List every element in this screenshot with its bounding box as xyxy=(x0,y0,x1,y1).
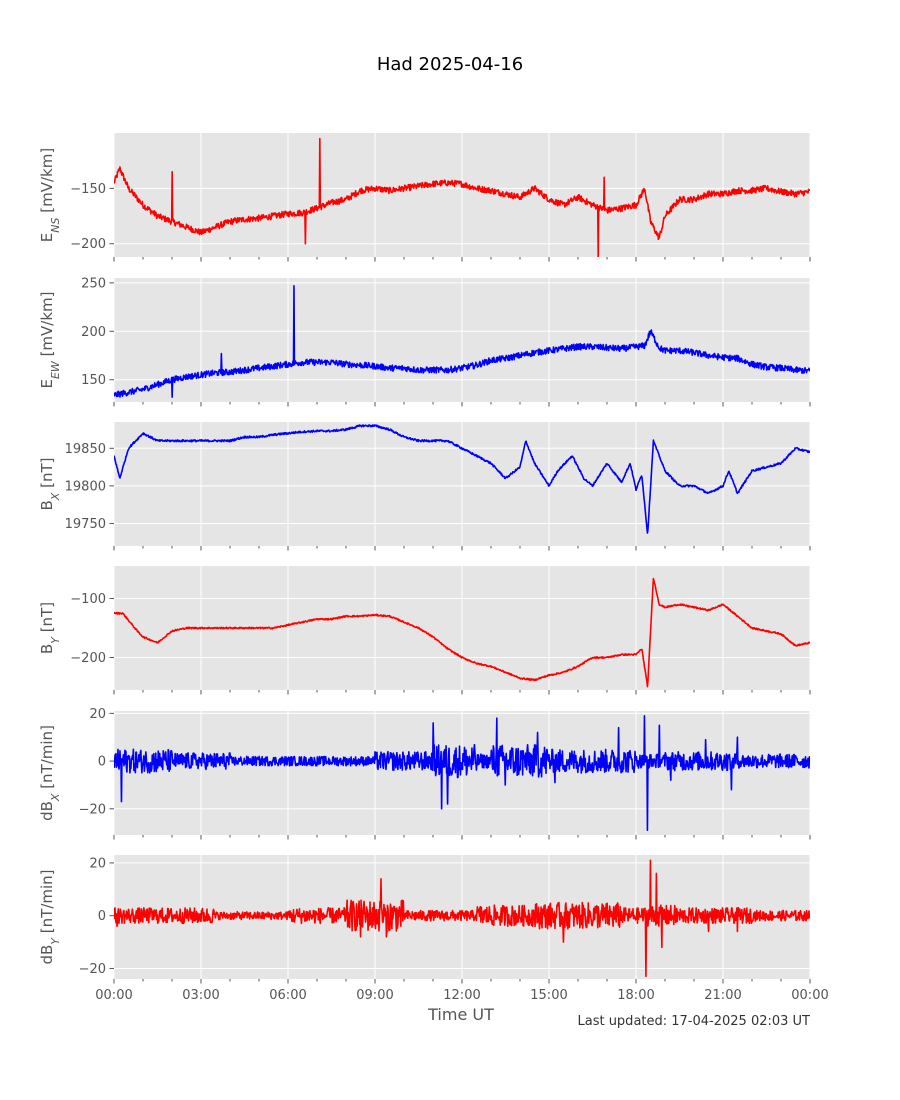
x-tick-label: 12:00 xyxy=(443,988,480,1003)
y-label-subscript: NS xyxy=(49,217,62,232)
panel-5: −20 0 20 dBX [nT/min] xyxy=(38,707,811,840)
panel-2: 150 200 250 EEW [mV/km] xyxy=(38,276,811,407)
y-axis-label: dBY [nT/min] xyxy=(38,869,62,964)
y-axis-label: BX [nT] xyxy=(38,458,62,511)
series-line xyxy=(114,137,810,257)
y-tick-label: −150 xyxy=(70,182,106,197)
x-axis-label: Time UT xyxy=(427,1005,494,1024)
y-label-unit: [mV/km] xyxy=(38,148,56,218)
y-label-unit: [nT/min] xyxy=(38,725,56,793)
panel-4: −200 −100 BY [nT] xyxy=(38,566,811,695)
y-label-subscript: X xyxy=(49,793,62,802)
y-tick-label: 250 xyxy=(81,276,106,291)
y-axis-label: BY [nT] xyxy=(38,602,62,654)
x-tick-label: 15:00 xyxy=(530,988,567,1003)
y-label-unit: [nT] xyxy=(38,602,56,637)
y-label-subscript: X xyxy=(49,492,62,501)
y-label-subscript: EW xyxy=(49,360,62,379)
panel-1: −200 −150 ENS [mV/km] xyxy=(38,133,811,262)
y-tick-label: −100 xyxy=(70,592,106,607)
y-tick-label: −20 xyxy=(79,802,106,817)
y-label-subscript: Y xyxy=(49,636,62,644)
y-axis-label: dBX [nT/min] xyxy=(38,725,62,821)
x-tick-label: 00:00 xyxy=(791,988,828,1003)
y-tick-label: 200 xyxy=(81,325,106,340)
y-label-main: B xyxy=(38,644,56,654)
y-label-unit: [nT] xyxy=(38,458,56,493)
y-label-main: dB xyxy=(38,945,56,965)
series-line xyxy=(114,577,810,688)
y-label-main: B xyxy=(38,500,56,510)
y-label-subscript: Y xyxy=(49,937,62,945)
y-label-main: dB xyxy=(38,801,56,821)
y-label-unit: [nT/min] xyxy=(38,869,56,937)
y-tick-label: 0 xyxy=(98,755,106,770)
x-tick-label: 03:00 xyxy=(182,988,219,1003)
y-tick-label: −200 xyxy=(70,651,106,666)
y-tick-label: 20 xyxy=(89,707,106,722)
series-line xyxy=(114,859,810,978)
y-tick-label: 150 xyxy=(81,373,106,388)
y-axis-label: ENS [mV/km] xyxy=(38,148,62,242)
y-label-unit: [mV/km] xyxy=(38,291,56,361)
y-label-main: E xyxy=(38,233,56,242)
x-tick-label: 06:00 xyxy=(269,988,306,1003)
x-tick-label: 00:00 xyxy=(95,988,132,1003)
y-label-main: E xyxy=(38,379,56,388)
panel-6: 00:00 03:00 06:00 09:00 12:00 15:00 18:00 21:00… xyxy=(38,855,829,1003)
y-tick-label: 19850 xyxy=(65,442,106,457)
y-tick-label: 19800 xyxy=(65,479,106,494)
series-line xyxy=(114,424,810,534)
x-tick-label: 21:00 xyxy=(704,988,741,1003)
y-tick-label: 0 xyxy=(98,909,106,924)
y-tick-label: 20 xyxy=(89,856,106,871)
series-line xyxy=(114,714,810,832)
x-tick-label: 18:00 xyxy=(617,988,654,1003)
y-tick-label: −200 xyxy=(70,237,106,252)
y-tick-label: −20 xyxy=(79,962,106,977)
x-tick-label: 09:00 xyxy=(356,988,393,1003)
y-axis-label: EEW [mV/km] xyxy=(38,291,62,388)
figure-title: Had 2025-04-16 xyxy=(377,54,523,75)
last-updated-text: Last updated: 17-04-2025 02:03 UT xyxy=(577,1014,810,1029)
y-tick-label: 19750 xyxy=(65,517,106,532)
series-line xyxy=(114,284,810,398)
